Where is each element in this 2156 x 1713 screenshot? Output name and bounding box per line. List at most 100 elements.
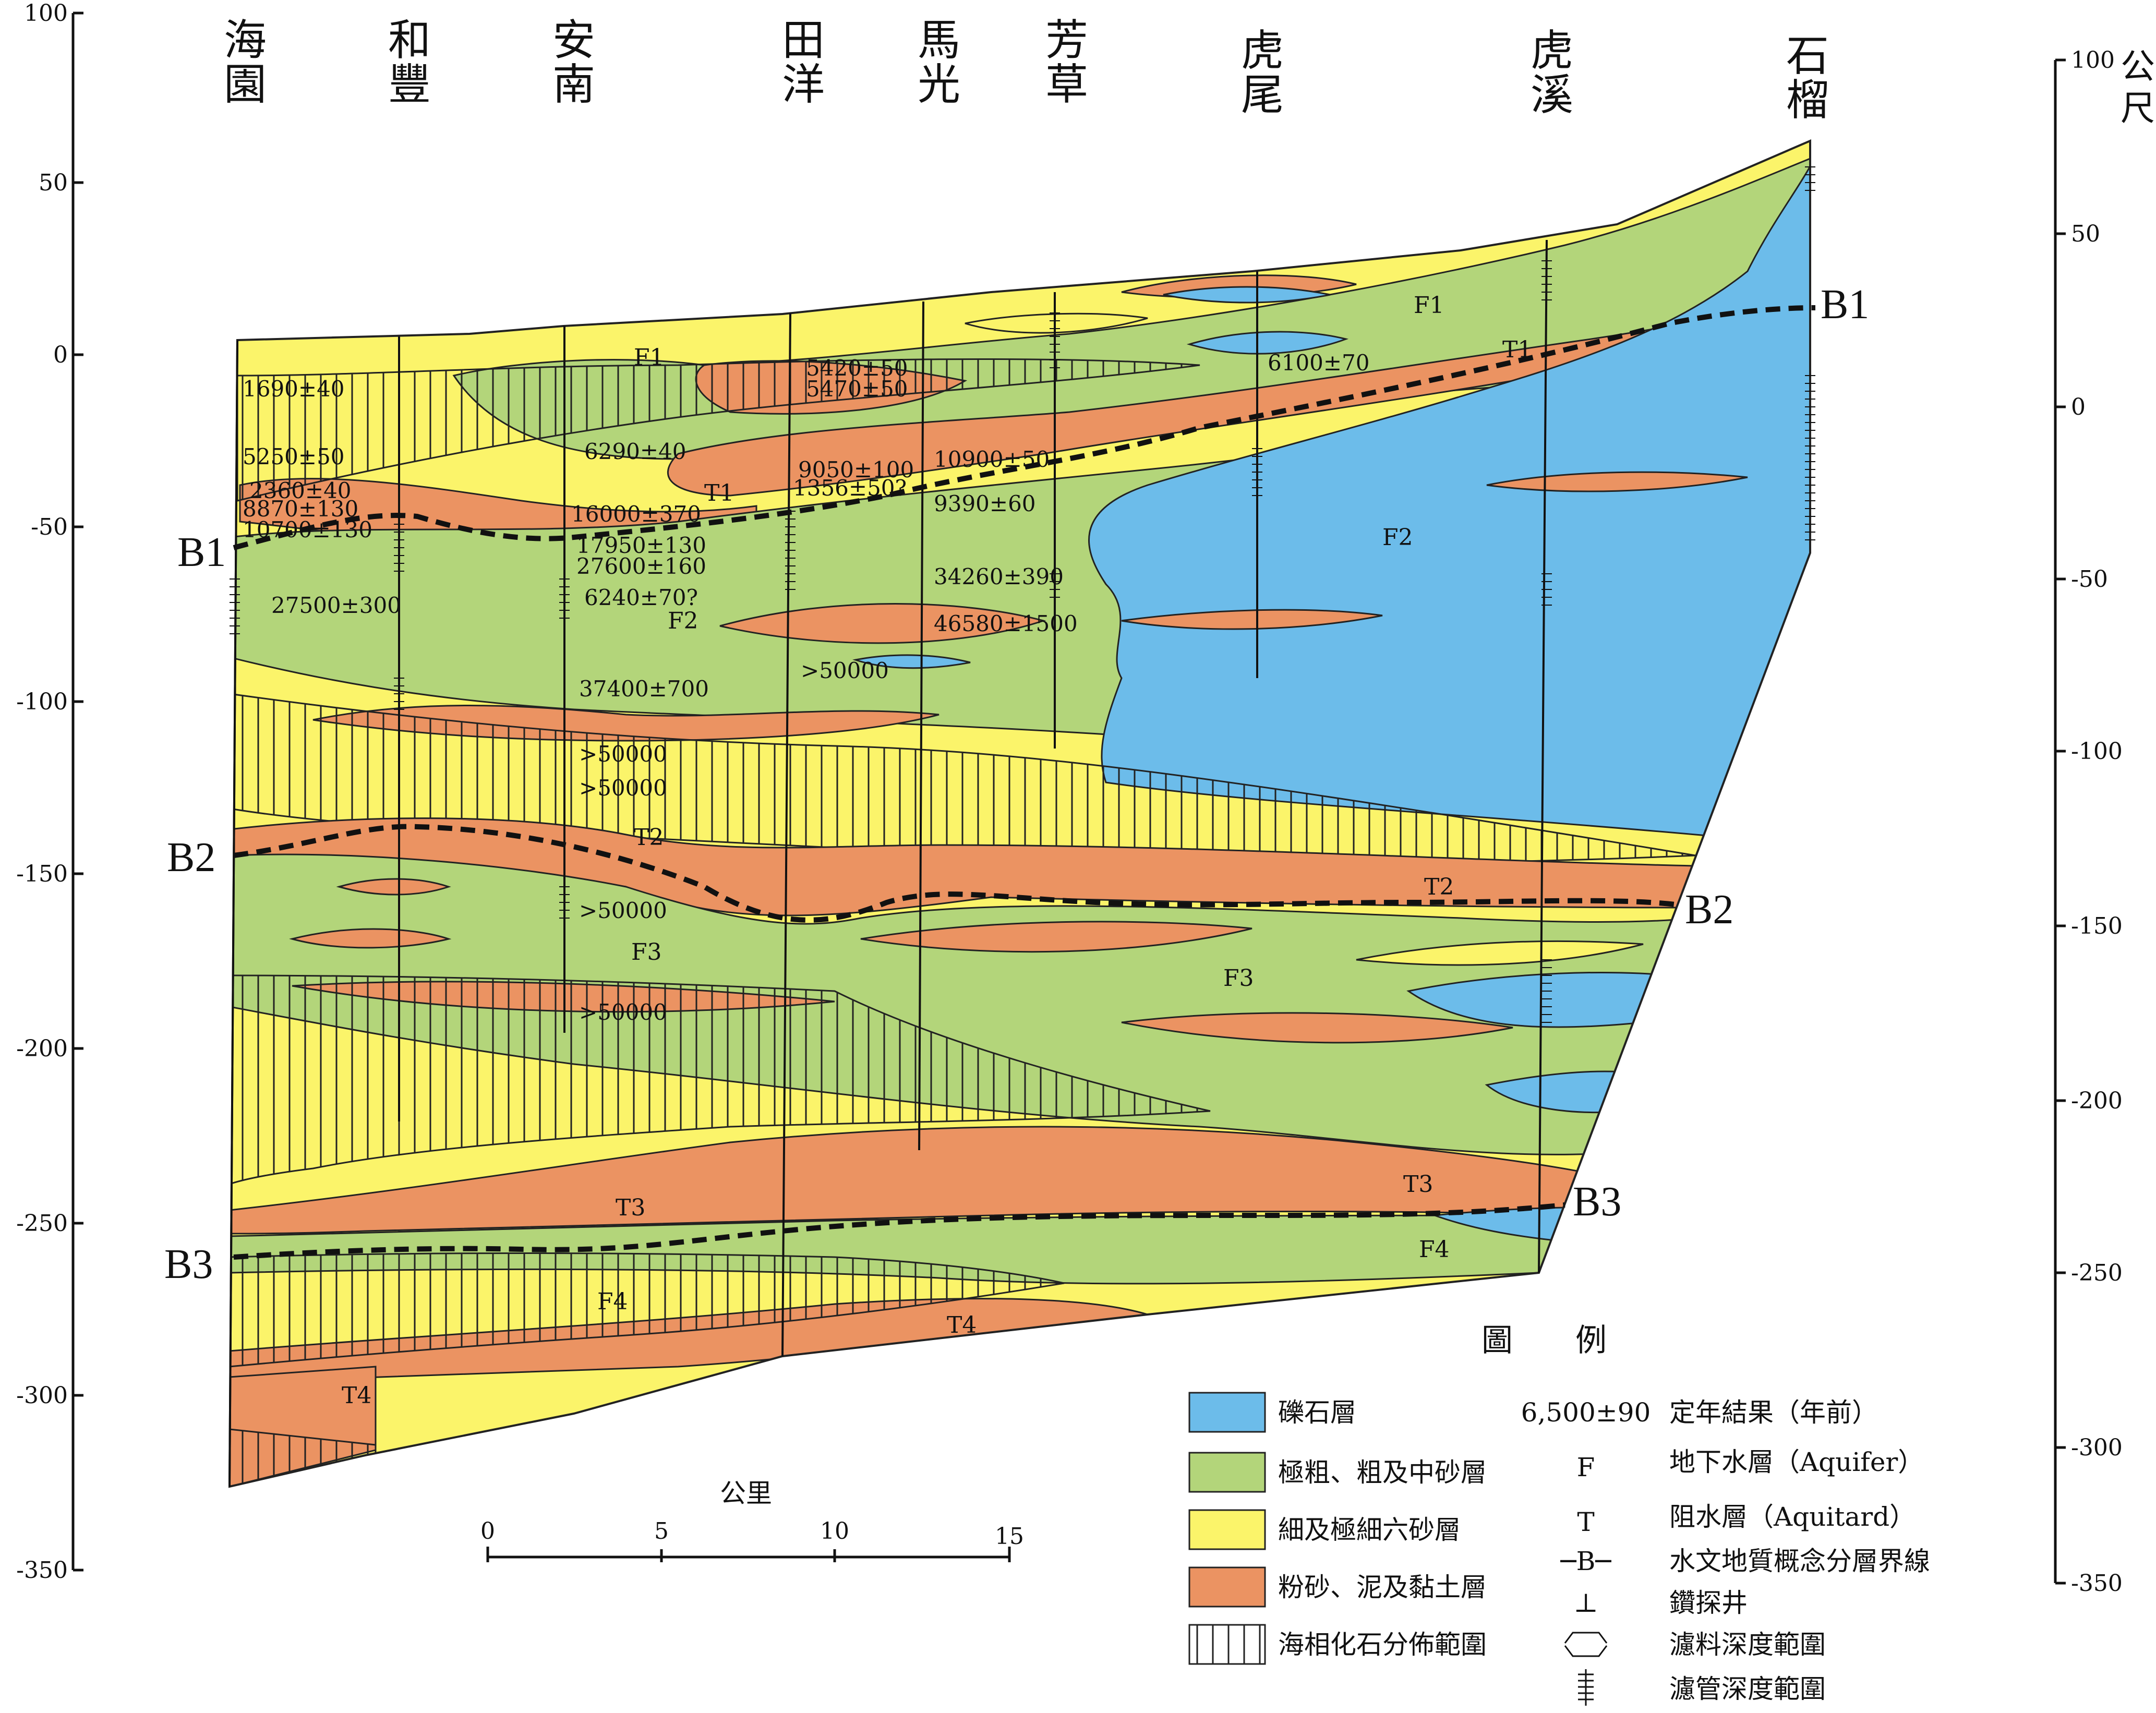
station-huxi-2: 溪 [1531, 70, 1573, 120]
legend-symbol-screen-label: 濾管深度範圍 [1669, 1674, 1826, 1704]
section-outline [228, 139, 1811, 1488]
date-label: 6100±70 [1268, 350, 1370, 376]
right-tick-minus100: -100 [2071, 738, 2123, 765]
station-hefeng-2: 豐 [388, 60, 431, 110]
scale-tick-0: 0 [480, 1518, 495, 1545]
station-shiliu-1: 石 [1786, 31, 1829, 81]
date-label: >50000 [579, 999, 667, 1025]
boundary-b2-line [233, 824, 1680, 923]
scale-tick-5: 5 [654, 1518, 669, 1545]
marine-fossil-zone-lower [230, 974, 1211, 1186]
right-tick-50: 50 [2071, 221, 2100, 247]
date-label: 6290±40 [584, 439, 686, 464]
clay-lens-f3-2 [336, 878, 451, 896]
left-tick-minus100: -100 [16, 689, 68, 715]
legend-symbol-aquifer-label: 地下水層（Aquifer） [1669, 1447, 1924, 1477]
label-f2-right: F2 [1382, 524, 1413, 551]
screen-huwei [1252, 448, 1262, 496]
legend-swatch-gravel [1188, 1392, 1266, 1433]
station-haiyuan-1: 海 [224, 16, 267, 65]
sand-lens-f2 [965, 312, 1148, 334]
left-tick-minus150: -150 [16, 861, 68, 887]
layer-labels: F1 F1 T1 T1 F2 F2 T2 T2 F3 F3 T3 T3 F4 F… [342, 292, 1532, 1409]
legend-label-fine-sand: 細及極細六砂層 [1278, 1515, 1461, 1545]
right-tick-minus50: -50 [2071, 566, 2108, 593]
right-tick-minus300: -300 [2071, 1434, 2123, 1461]
date-label: 5250±50 [243, 444, 345, 469]
legend-symbol-boundary: ─B─ [1560, 1546, 1612, 1576]
date-label: >50000 [579, 898, 667, 923]
screen-shiliu [1805, 166, 1815, 540]
legend-symbol-boundary-label: 水文地質概念分層界線 [1669, 1546, 1930, 1576]
right-tick-0: 0 [2071, 394, 2086, 420]
boundary-b2-left: B2 [167, 835, 215, 880]
screen-fangcao [1050, 312, 1060, 598]
date-label: 34260±390 [934, 564, 1064, 589]
clay-lens-f2-3 [1486, 471, 1748, 492]
right-tick-minus150: -150 [2071, 913, 2123, 939]
left-depth-axis: 100 50 0 -50 -100 -150 -200 -250 -300 -3… [16, 0, 83, 1584]
date-label: 16000±370 [571, 501, 701, 527]
legend-swatch-clay [1188, 1566, 1266, 1608]
scale-tick-10: 10 [820, 1518, 849, 1545]
label-f1-right: F1 [1414, 292, 1444, 319]
label-f4-right: F4 [1419, 1236, 1450, 1263]
marine-fossil-zone-bottom [230, 1252, 1065, 1368]
boundary-b3-right: B3 [1573, 1179, 1621, 1225]
label-t1-right: T1 [1502, 336, 1532, 363]
date-label: >50000 [801, 658, 889, 683]
label-t3-right: T3 [1403, 1171, 1433, 1198]
station-hefeng-1: 和 [388, 16, 431, 65]
legend-symbol-date: 6,500±90 [1521, 1397, 1651, 1428]
legend-label-clay: 粉砂、泥及黏土層 [1278, 1572, 1487, 1602]
legend-symbol-filter-pack-label: 濾料深度範圍 [1669, 1630, 1826, 1660]
label-t2-right: T2 [1424, 874, 1454, 900]
clay-lens-f3-1 [860, 921, 1252, 953]
legend-symbol-borehole-label: 鑽探井 [1669, 1588, 1748, 1618]
station-maguang-2: 光 [918, 60, 960, 110]
boundary-b1-left: B1 [177, 529, 226, 575]
station-annan-2: 南 [552, 60, 595, 110]
date-label: 1356±50? [793, 475, 907, 501]
date-label: 6240±70? [584, 585, 698, 610]
dating-results: 1690±40 5250±50 2360±40 8870±130 10700±1… [243, 350, 1370, 1025]
boundary-b3-left: B3 [164, 1241, 213, 1287]
legend-symbol-screen-icon [1578, 1669, 1594, 1706]
station-haiyuan-2: 園 [224, 60, 267, 110]
label-f1-left: F1 [634, 344, 665, 371]
left-tick-100: 100 [24, 0, 68, 27]
date-label: 5470±50 [806, 376, 908, 402]
legend-swatch-coarse-sand [1188, 1452, 1266, 1493]
legend-symbol-aquitard-label: 阻水層（Aquitard） [1669, 1502, 1916, 1532]
marine-fossil-zone-upper [236, 358, 1200, 502]
right-depth-axis: 100 50 0 -50 -100 -150 -200 -250 -300 -3… [2054, 46, 2155, 1597]
section-layers [230, 141, 1810, 1487]
left-tick-minus350: -350 [16, 1557, 68, 1584]
boundary-b2-right: B2 [1685, 887, 1733, 933]
date-label: 10700±130 [243, 517, 372, 542]
date-label: 9050±100 [798, 457, 914, 482]
clay-lens-f3-4 [1121, 1012, 1513, 1044]
legend: 圖 例 礫石層 極粗、粗及中砂層 細及極細六砂層 粉砂、泥及黏土層 海相化石分佈… [1188, 1322, 1930, 1706]
label-f2-left: F2 [668, 608, 698, 634]
date-label: 8870±130 [243, 496, 358, 522]
date-label: 10900±50 [934, 447, 1050, 472]
station-tianyang-1: 田 [782, 16, 825, 65]
legend-label-gravel: 礫石層 [1278, 1397, 1356, 1428]
gravel-lens-top-2 [1186, 331, 1349, 355]
date-label: 1690±40 [243, 376, 345, 402]
right-tick-100: 100 [2071, 47, 2115, 74]
screen-intervals [230, 166, 1815, 1023]
station-fangcao-2: 草 [1045, 60, 1088, 110]
legend-symbol-aquitard: T [1577, 1507, 1594, 1537]
clay-lens-f2-4 [1121, 609, 1383, 630]
scale-tick-15: 15 [995, 1523, 1024, 1550]
date-label: >50000 [579, 775, 667, 801]
label-f3-left: F3 [631, 939, 662, 966]
right-tick-minus250: -250 [2071, 1260, 2123, 1286]
legend-label-coarse-sand: 極粗、粗及中砂層 [1278, 1457, 1487, 1488]
station-huxi-1: 虎 [1531, 26, 1573, 76]
boundary-b1-right: B1 [1821, 282, 1869, 328]
date-label: 37400±700 [579, 676, 709, 702]
